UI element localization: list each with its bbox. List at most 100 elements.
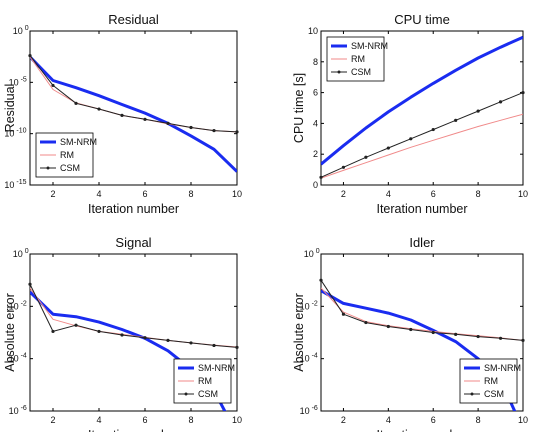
- data-point-csm: [476, 109, 480, 113]
- legend-label-csm: CSM: [484, 389, 504, 399]
- legend-label-rm: RM: [484, 376, 498, 386]
- data-point-csm: [364, 155, 368, 159]
- y-tick-label: 10: [13, 249, 23, 259]
- data-point-csm: [74, 101, 78, 105]
- x-tick-label: 2: [341, 415, 346, 425]
- y-axis-label: CPU time [s]: [292, 73, 306, 143]
- data-point-csm: [409, 137, 413, 141]
- y-tick-exponent: 0: [316, 248, 320, 255]
- data-point-csm: [476, 334, 480, 339]
- data-point-csm: [409, 327, 413, 332]
- legend-label-rm: RM: [60, 150, 74, 160]
- legend-marker: [46, 166, 50, 170]
- x-tick-label: 6: [142, 415, 147, 425]
- x-tick-label: 4: [96, 415, 101, 425]
- data-point-csm: [386, 324, 390, 329]
- x-tick-label: 2: [50, 415, 55, 425]
- data-point-csm: [120, 113, 124, 118]
- x-axis-label: Iteration number: [88, 428, 179, 432]
- data-point-csm: [51, 83, 55, 88]
- legend: SM-NRM RM CSM: [173, 358, 235, 404]
- legend-label-csm: CSM: [351, 67, 371, 77]
- y-tick-label: 10: [308, 26, 318, 36]
- data-point-csm: [235, 345, 239, 349]
- x-axis-label: Iteration number: [376, 428, 467, 432]
- data-point-csm: [120, 333, 124, 337]
- series-line-sm-nrm: [30, 55, 237, 173]
- data-point-csm: [431, 330, 435, 335]
- data-point-csm: [319, 278, 323, 282]
- x-tick-label: 10: [518, 189, 528, 199]
- data-point-csm: [189, 125, 193, 130]
- series-line-csm: [30, 55, 237, 133]
- data-point-csm: [28, 282, 32, 286]
- y-tick-label: 10: [300, 301, 310, 311]
- y-tick-label: 10: [9, 301, 19, 311]
- data-point-csm: [341, 165, 346, 169]
- y-axis-label: Absolute error: [3, 293, 17, 372]
- series-line-sm-nrm: [321, 35, 523, 166]
- series-line-csm: [30, 283, 237, 348]
- x-axis-label: Iteration number: [88, 202, 179, 216]
- x-axis-label: Iteration number: [376, 202, 467, 216]
- legend-label-rm: RM: [351, 54, 365, 64]
- legend-marker: [184, 392, 188, 396]
- data-point-csm: [166, 121, 170, 125]
- x-tick-label: 8: [476, 415, 481, 425]
- y-tick-exponent: -2: [312, 300, 318, 307]
- legend: SM-NRM RM CSM: [459, 358, 521, 404]
- y-tick-exponent: -10: [16, 128, 26, 135]
- y-axis-label: Absolute error: [292, 293, 306, 372]
- data-point-csm: [143, 336, 147, 340]
- legend-label-rm: RM: [198, 376, 212, 386]
- x-tick-label: 8: [188, 189, 193, 199]
- y-tick-label: 10: [304, 249, 314, 259]
- data-point-csm: [319, 175, 323, 179]
- x-tick-label: 8: [188, 415, 193, 425]
- y-tick-exponent: -4: [21, 353, 27, 360]
- data-point-csm: [521, 91, 525, 95]
- y-tick-exponent: 0: [25, 25, 29, 32]
- chart-title: CPU time: [394, 12, 450, 27]
- legend-label-csm: CSM: [198, 389, 218, 399]
- series-line-csm: [321, 92, 523, 178]
- x-tick-label: 8: [476, 189, 481, 199]
- y-tick-label: 6: [313, 88, 318, 98]
- y-tick-exponent: -15: [16, 179, 26, 186]
- chart-title: Idler: [409, 235, 435, 250]
- x-tick-label: 6: [431, 189, 436, 199]
- x-tick-label: 10: [232, 415, 242, 425]
- y-tick-label: 10: [4, 129, 14, 139]
- legend-label-sm-nrm: SM-NRM: [198, 363, 235, 373]
- data-point-csm: [189, 341, 193, 345]
- chart-title: Residual: [108, 12, 159, 27]
- y-tick-exponent: -6: [21, 405, 27, 412]
- x-tick-label: 4: [96, 189, 101, 199]
- subplot-2: 2 4 6 8 10 0 2 4 6 8 10 CPU time Iteration number CPU…: [292, 12, 528, 216]
- x-tick-label: 10: [518, 415, 528, 425]
- x-tick-label: 6: [142, 189, 147, 199]
- legend-label-sm-nrm: SM-NRM: [484, 363, 521, 373]
- y-tick-exponent: -5: [21, 76, 27, 83]
- data-point-csm: [454, 332, 458, 336]
- legend-label-sm-nrm: SM-NRM: [351, 41, 388, 51]
- x-tick-label: 2: [50, 189, 55, 199]
- y-tick-exponent: -2: [21, 300, 27, 307]
- data-point-csm: [386, 146, 390, 150]
- data-point-csm: [74, 323, 78, 327]
- x-tick-label: 6: [431, 415, 436, 425]
- series-line-rm: [321, 287, 523, 341]
- data-point-csm: [431, 127, 435, 132]
- data-point-csm: [212, 128, 216, 133]
- y-tick-label: 10: [9, 406, 19, 416]
- legend-label-csm: CSM: [60, 163, 80, 173]
- y-tick-label: 10: [9, 77, 19, 87]
- y-tick-exponent: 0: [25, 248, 29, 255]
- data-point-csm: [212, 343, 216, 348]
- data-point-csm: [166, 338, 170, 342]
- y-tick-label: 10: [9, 354, 19, 364]
